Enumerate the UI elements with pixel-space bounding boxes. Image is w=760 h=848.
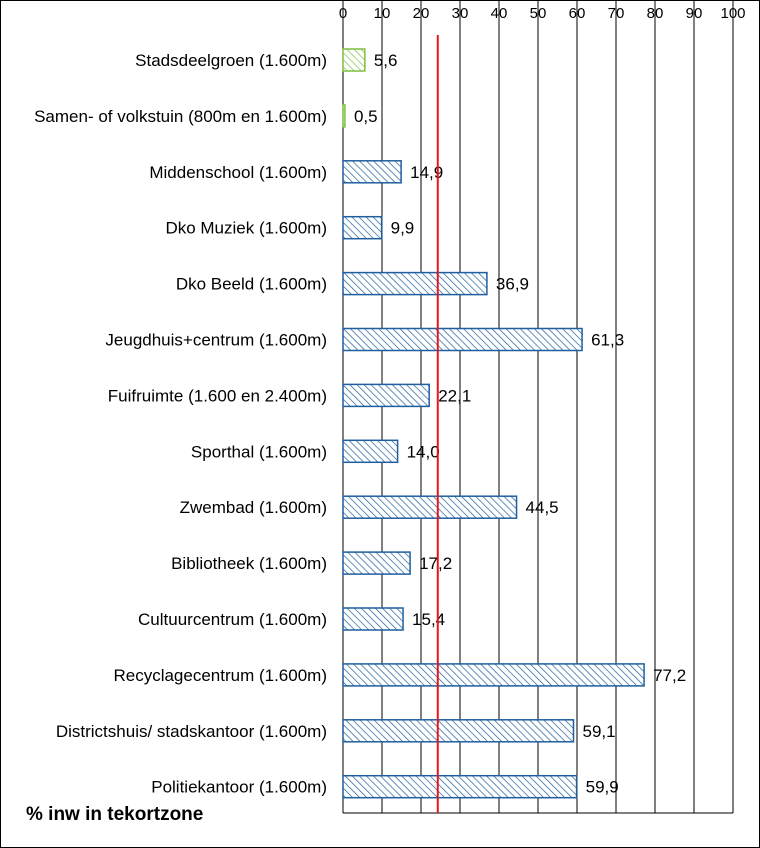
- x-tick-label: 100: [720, 5, 745, 22]
- x-tick-label: 30: [452, 5, 469, 22]
- x-tick-label: 80: [647, 5, 664, 22]
- x-tick-label: 70: [608, 5, 625, 22]
- bar: [342, 774, 578, 799]
- x-tick-labels: 0 10 20 30 40 50 60 70 80 90 100: [339, 5, 746, 22]
- bar: [342, 551, 411, 575]
- bar: [342, 327, 583, 352]
- category-label: Dko Beeld (1.600m): [176, 275, 327, 294]
- bar: [342, 215, 383, 240]
- chart-caption: % inw in tekortzone: [26, 804, 204, 825]
- data-label: 22,1: [438, 386, 471, 405]
- category-label: Zwembad (1.600m): [180, 498, 327, 517]
- data-label: 59,1: [582, 722, 615, 741]
- category-label: Recyclagecentrum (1.600m): [113, 666, 327, 685]
- data-label: 14,0: [407, 442, 440, 461]
- x-tick-label: 60: [569, 5, 586, 22]
- data-label: 17,2: [419, 554, 452, 573]
- category-label: Dko Muziek (1.600m): [165, 219, 327, 238]
- bar: [342, 160, 402, 184]
- category-label: Middenschool (1.600m): [149, 163, 327, 182]
- bar: [342, 48, 366, 72]
- bar: [342, 663, 645, 687]
- data-label: 59,9: [586, 778, 619, 797]
- category-label: Fuifruimte (1.600 en 2.400m): [108, 386, 327, 405]
- value-labels: 5,6 0,5 14,9 9,9 36,9 61,3 22,1 14,0 44,5 17,2 15,…: [354, 51, 686, 797]
- category-label: Sporthal (1.600m): [191, 442, 327, 461]
- bar: [342, 383, 430, 408]
- x-tick-label: 90: [686, 5, 703, 22]
- category-label: Politiekantoor (1.600m): [151, 778, 327, 797]
- category-label: Samen- of volkstuin (800m en 1.600m): [34, 107, 327, 126]
- data-label: 5,6: [374, 51, 398, 70]
- category-label: Bibliotheek (1.600m): [171, 554, 327, 573]
- data-label: 15,4: [412, 610, 445, 629]
- data-label: 0,5: [354, 107, 378, 126]
- bars: [342, 48, 645, 799]
- x-tick-label: 40: [491, 5, 508, 22]
- data-label: 61,3: [591, 331, 624, 350]
- bar: [342, 104, 346, 128]
- x-tick-label: 10: [374, 5, 391, 22]
- bar: [342, 719, 575, 743]
- category-label: Districtshuis/ stadskantoor (1.600m): [56, 722, 327, 741]
- category-label: Cultuurcentrum (1.600m): [138, 610, 327, 629]
- category-label: Jeugdhuis+centrum (1.600m): [105, 331, 327, 350]
- x-tick-label: 20: [413, 5, 430, 22]
- data-label: 77,2: [653, 666, 686, 685]
- category-label: Stadsdeelgroen (1.600m): [135, 51, 327, 70]
- bar: [342, 495, 518, 519]
- data-label: 14,9: [410, 163, 443, 182]
- category-labels: Stadsdeelgroen (1.600m) Samen- of volkstu…: [34, 51, 327, 797]
- x-tick-label: 0: [339, 5, 347, 22]
- data-label: 36,9: [496, 275, 529, 294]
- bar: [342, 607, 404, 631]
- bar: [342, 271, 488, 296]
- x-tick-label: 50: [530, 5, 547, 22]
- data-label: 44,5: [526, 498, 559, 517]
- data-label: 9,9: [391, 219, 415, 238]
- bar: [342, 439, 399, 464]
